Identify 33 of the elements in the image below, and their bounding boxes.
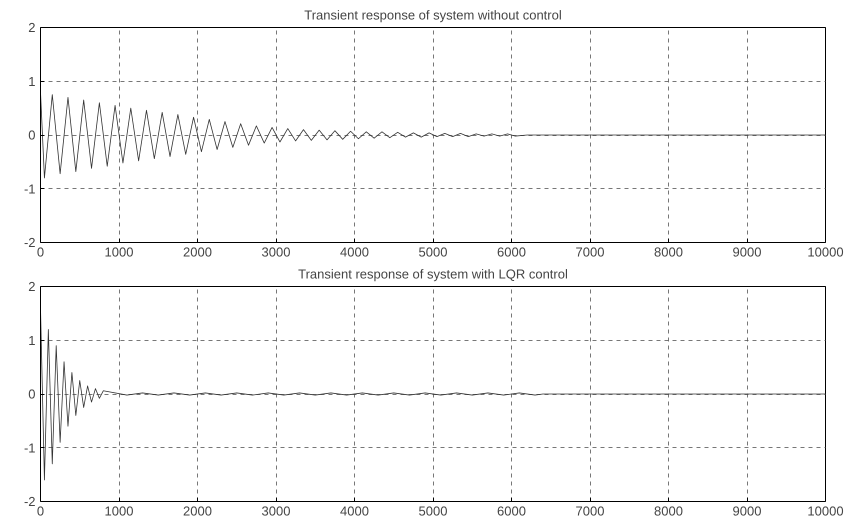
chart-title: Transient response of system with LQR control [298,266,568,282]
x-tick-label: 8000 [654,244,683,260]
x-tick-label: 8000 [654,504,683,518]
x-tick-label: 1000 [104,504,134,518]
line-series [40,92,826,178]
x-tick-label: 3000 [262,504,290,518]
chart-title: Transient response of system without control [304,8,562,22]
x-tick-label: 2000 [183,504,212,518]
x-tick-label: 9000 [732,244,762,260]
x-tick-label: 9000 [732,504,762,518]
x-tick-label: 3000 [262,244,290,260]
y-tick-label: -2 [24,235,36,250]
x-tick-label: 6000 [497,504,526,518]
x-tick-label: 7000 [576,504,604,518]
x-tick-label: 10000 [807,504,844,518]
y-tick-label: 2 [28,279,36,294]
x-tick-label: 4000 [340,504,369,518]
y-tick-label: 2 [28,20,36,35]
x-tick-label: 1000 [104,244,134,260]
y-tick-label: -1 [24,181,36,196]
y-tick-label: -1 [24,440,36,456]
x-tick-label: 5000 [418,244,448,260]
y-tick-label: 0 [28,386,36,402]
x-tick-label: 2000 [183,244,212,260]
x-tick-label: 6000 [497,244,526,260]
y-tick-label: 0 [28,128,36,142]
x-tick-label: 4000 [340,244,369,260]
y-tick-label: 1 [28,332,36,348]
y-tick-label: 1 [28,74,36,89]
x-tick-label: 7000 [576,244,604,260]
x-tick-label: 5000 [418,504,448,518]
y-tick-label: -2 [24,494,36,509]
x-tick-label: 10000 [807,244,844,260]
